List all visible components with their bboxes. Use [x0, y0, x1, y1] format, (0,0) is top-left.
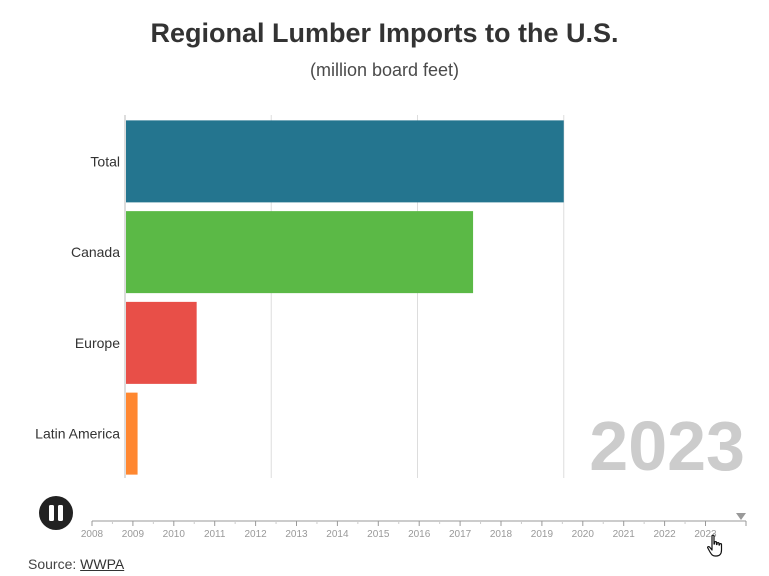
timeline-year-label[interactable]: 2015: [367, 529, 390, 540]
timeline-year-label[interactable]: 2019: [531, 529, 554, 540]
category-label: Europe: [75, 335, 120, 351]
timeline-year-label[interactable]: 2016: [408, 529, 431, 540]
timeline-year-label[interactable]: 2009: [122, 529, 145, 540]
timeline-year-label[interactable]: 2011: [204, 529, 226, 540]
category-label: Latin America: [35, 426, 120, 442]
category-labels: Total Canada Europe Latin America: [35, 153, 120, 441]
chart-subtitle: (million board feet): [309, 60, 460, 80]
timeline-year-label[interactable]: 2018: [490, 529, 513, 540]
timeline-year-label[interactable]: 2014: [326, 529, 349, 540]
source-label: Source:: [28, 556, 77, 572]
pause-icon: [49, 505, 63, 521]
timeline-year-label[interactable]: 2021: [613, 529, 636, 540]
timeline-year-label[interactable]: 2010: [163, 529, 186, 540]
timeline-year-label[interactable]: 2023: [694, 529, 717, 540]
category-label: Canada: [71, 244, 120, 260]
hand-pointer-icon: [707, 534, 723, 557]
timeline-year-label[interactable]: 2012: [244, 529, 267, 540]
timeline-year-label[interactable]: 2020: [572, 529, 595, 540]
category-label: Total: [90, 153, 120, 169]
bar-canada[interactable]: [126, 211, 474, 294]
timeline-year-label[interactable]: 2008: [81, 529, 104, 540]
timeline-slider[interactable]: 2008 2009 2010 2011 2012 2013 2014 2015 2016 2017…: [81, 513, 747, 540]
timeline-year-label[interactable]: 2022: [653, 529, 676, 540]
triangle-down-icon[interactable]: [736, 513, 746, 520]
timeline-year-label[interactable]: 2013: [285, 529, 308, 540]
year-watermark: 2023: [589, 407, 745, 485]
bar-europe[interactable]: [126, 301, 197, 384]
pause-button-background: [39, 496, 73, 530]
bars: [126, 120, 564, 475]
timeline-ticks: 2008 2009 2010 2011 2012 2013 2014 2015 2016 2017…: [81, 521, 747, 540]
timeline-year-label[interactable]: 2017: [449, 529, 472, 540]
source-note: Source: WWPA: [28, 556, 124, 572]
chart-title: Regional Lumber Imports to the U.S.: [150, 18, 619, 48]
source-link[interactable]: WWPA: [80, 556, 125, 572]
pause-button[interactable]: [39, 496, 73, 530]
bar-latin-america[interactable]: [126, 392, 138, 475]
bar-total[interactable]: [126, 120, 564, 203]
